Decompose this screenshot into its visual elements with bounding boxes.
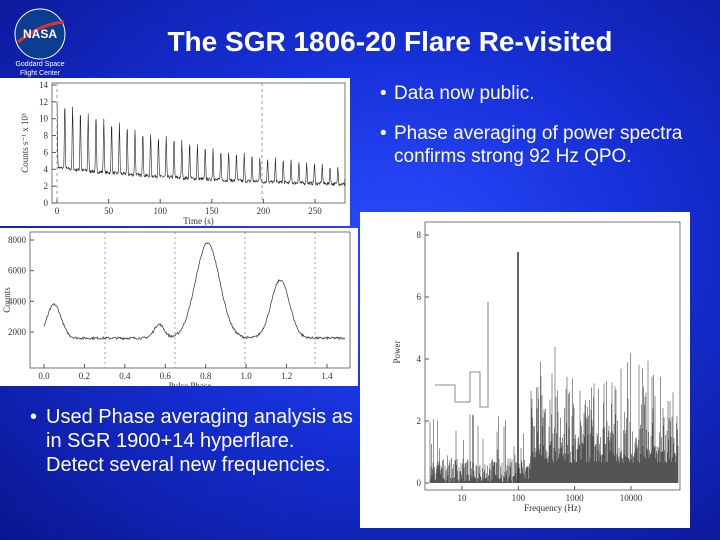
bullet: • (30, 406, 38, 428)
y-axis-label: Power (392, 341, 402, 364)
y-tick-label: 2 (44, 181, 49, 191)
x-tick-label: 0.2 (79, 371, 90, 381)
pulse-profile (43, 242, 345, 341)
y-tick-label: 4 (417, 354, 422, 364)
power-spectrum-figure: 10 100 1000 10000 0 2 4 6 8 Frequency (Hz) Power (360, 212, 690, 528)
x-tick-label: 10000 (620, 493, 643, 503)
x-tick-label: 150 (205, 206, 219, 216)
pulse-profile-figure: 0.0 0.2 0.4 0.6 0.8 1.0 1.2 1.4 2000 4000 6000 8000… (0, 228, 358, 386)
x-tick-label: 1000 (566, 493, 585, 503)
y-tick-label: 8 (417, 230, 422, 240)
center-name: Flight Center (19, 70, 61, 77)
x-tick-label: 100 (512, 493, 526, 503)
x-tick-label: 0.0 (38, 371, 50, 381)
x-tick-label: 0.8 (200, 371, 212, 381)
x-axis-label: Pulse Phase (169, 381, 212, 386)
x-tick-label: 1.4 (321, 371, 333, 381)
bullet-text: Used Phase averaging analysis as in SGR … (46, 406, 353, 476)
x-axis-label: Frequency (Hz) (524, 503, 581, 513)
logo: NASA (14, 8, 66, 60)
y-tick-label: 0 (417, 478, 422, 488)
x-tick-label: 100 (153, 206, 167, 216)
logo-text: NASA (23, 27, 57, 41)
x-tick-label: 200 (257, 206, 271, 216)
y-tick-label: 6 (417, 292, 422, 302)
y-tick-label: 6000 (8, 266, 27, 276)
y-tick-label: 8000 (8, 235, 27, 245)
x-tick-label: 50 (104, 206, 114, 216)
x-tick-label: 1.0 (241, 371, 253, 381)
center-name: Goddard Space (15, 61, 65, 68)
y-tick-label: 14 (39, 80, 49, 90)
y-axis-label: Counts (2, 287, 12, 313)
y-tick-label: 0 (44, 198, 49, 208)
x-axis-label: Time (s) (183, 216, 213, 226)
y-tick-label: 2000 (8, 327, 27, 337)
y-tick-label: 8 (44, 131, 49, 141)
plot-frame (29, 231, 351, 369)
y-tick-label: 4000 (8, 296, 27, 306)
title: The SGR 1806-20 Flare Re-visited (167, 26, 613, 57)
y-tick-label: 4 (44, 164, 49, 174)
bullet-text: Phase averaging of power spectra confirm… (394, 123, 683, 167)
y-tick-label: 2 (417, 416, 422, 426)
y-tick-label: 12 (39, 97, 48, 107)
bullet-text: Data now public. (394, 83, 535, 104)
spectrum-steps (435, 302, 489, 408)
bullet: • (380, 123, 387, 144)
x-tick-label: 250 (308, 206, 322, 216)
spectrum (429, 347, 679, 483)
y-axis-label: Counts s⁻¹ x 10³ (20, 113, 30, 173)
bullet: • (380, 83, 387, 104)
light-curve-figure: 0 50 100 150 200 250 0 2 4 6 8 10 12 14 Time (s) Counts… (0, 78, 350, 226)
x-tick-label: 0.6 (160, 371, 172, 381)
plot-frame (51, 82, 346, 204)
light-curve (56, 101, 346, 187)
x-tick-label: 10 (458, 493, 468, 503)
x-tick-label: 0 (55, 206, 60, 216)
x-tick-label: 1.2 (281, 371, 292, 381)
y-tick-label: 10 (39, 114, 49, 124)
y-tick-label: 6 (44, 147, 49, 157)
x-tick-label: 0.4 (119, 371, 131, 381)
plot-frame (424, 221, 681, 491)
